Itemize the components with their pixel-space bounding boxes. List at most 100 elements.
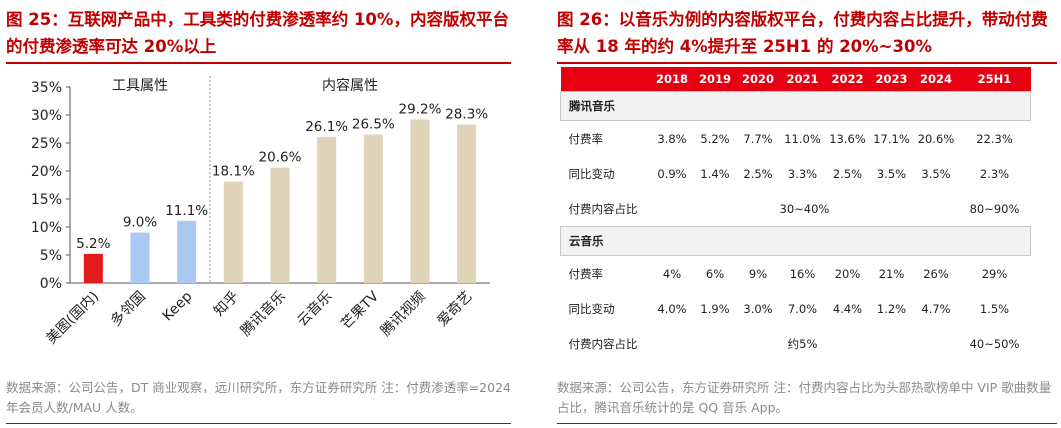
left-figure-title: 图 25：互联网产品中，工具类的付费渗透率约 10%，内容版权平台的付费渗透率可… bbox=[6, 10, 509, 56]
table-cell bbox=[737, 191, 780, 227]
table-header-row: 2018 2019 2020 2021 2022 2023 2024 25H1 bbox=[560, 67, 1031, 92]
table-cell: 29% bbox=[981, 266, 1008, 281]
right-figure-source: 数据来源：公司公告，东方证券研究所 注：付费内容占比为头部热歌榜单中 VIP 歌… bbox=[557, 380, 1052, 415]
column-header: 2021 bbox=[779, 67, 826, 92]
row-label: 付费内容占比 bbox=[568, 336, 638, 351]
table-cell: 4% bbox=[662, 266, 682, 281]
table-cell bbox=[914, 191, 959, 227]
table-cell: 11.0% bbox=[784, 131, 821, 146]
table-cell bbox=[694, 191, 737, 227]
table-cell: 9% bbox=[748, 266, 768, 281]
table-cell: 7.0% bbox=[787, 301, 818, 316]
table-cell: 1.4% bbox=[700, 166, 730, 181]
y-tick-label: 0% bbox=[40, 276, 62, 292]
table-row: 付费内容占比 约5% 40~50% bbox=[561, 326, 1031, 361]
y-tick-label: 5% bbox=[40, 248, 62, 264]
music-payment-table: 2018 2019 2020 2021 2022 2023 2024 25H1 腾讯音乐付费率… bbox=[560, 67, 1031, 361]
table-cell: 80~90% bbox=[969, 201, 1020, 216]
row-label: 付费内容占比 bbox=[568, 201, 638, 216]
data-label: 28.3% bbox=[445, 107, 488, 123]
table-cell: 约5% bbox=[787, 336, 818, 351]
y-tick-label: 15% bbox=[31, 192, 62, 208]
table-cell: 16% bbox=[789, 266, 816, 281]
table-cell: 5.2% bbox=[700, 131, 730, 146]
x-tick-label: 腾讯视频 bbox=[377, 288, 429, 340]
table-cell: 3.3% bbox=[787, 166, 818, 181]
table-cell: 7.7% bbox=[743, 131, 773, 146]
table-cell bbox=[826, 326, 870, 361]
column-header: 2019 bbox=[693, 67, 737, 92]
row-label: 同比变动 bbox=[568, 166, 615, 181]
table-cell: 4.7% bbox=[921, 301, 951, 316]
table-cell bbox=[694, 326, 737, 361]
y-tick-label: 30% bbox=[31, 108, 62, 124]
table-cell: 4.4% bbox=[832, 301, 863, 316]
bar bbox=[457, 124, 477, 283]
table-cell bbox=[737, 326, 780, 361]
table-cell bbox=[651, 326, 694, 361]
right-figure-panel: 图 26：以音乐为例的内容版权平台，付费内容占比提升，带动付费率从 18 年的约… bbox=[547, 0, 1061, 428]
left-bottom-rule bbox=[6, 423, 511, 424]
table-row: 付费率 3.8% 5.2% 7.7% 11.0% 13.6% 17.1% 20.6% 22.3% bbox=[561, 121, 1031, 157]
data-label: 26.5% bbox=[352, 117, 395, 133]
column-header: 25H1 bbox=[958, 67, 1031, 92]
data-label: 11.1% bbox=[165, 203, 208, 219]
x-tick-label: 多邻国 bbox=[107, 288, 149, 330]
x-tick-label: 云音乐 bbox=[294, 288, 336, 330]
x-tick-label: 美图(国内) bbox=[44, 289, 103, 348]
table-cell: 20.6% bbox=[917, 131, 955, 146]
table-cell: 3.5% bbox=[876, 166, 907, 181]
bar bbox=[363, 134, 383, 283]
table-cell: 21% bbox=[878, 266, 905, 281]
group-label-content: 内容属性 bbox=[322, 77, 378, 94]
table-cell bbox=[870, 326, 914, 361]
table-row: 付费率 4% 6% 9% 16% 20% 21% 26% 29% bbox=[561, 256, 1031, 292]
right-bottom-rule bbox=[557, 423, 1057, 424]
data-label: 5.2% bbox=[76, 236, 110, 252]
table-cell: 30~40% bbox=[779, 201, 830, 216]
column-header: 2018 bbox=[650, 67, 694, 92]
x-tick-label: Keep bbox=[160, 288, 196, 324]
data-label: 9.0% bbox=[123, 215, 157, 231]
table-cell: 2.5% bbox=[743, 166, 773, 181]
y-tick-label: 20% bbox=[31, 164, 62, 180]
bar bbox=[130, 232, 150, 283]
column-header: 2022 bbox=[825, 67, 870, 92]
section-label: 云音乐 bbox=[560, 226, 1031, 256]
data-label: 20.6% bbox=[259, 150, 302, 166]
column-header: 2024 bbox=[913, 67, 959, 92]
left-title-rule bbox=[6, 62, 511, 64]
table-cell: 2.5% bbox=[832, 166, 863, 181]
bar bbox=[177, 220, 197, 283]
section-row: 腾讯音乐 bbox=[560, 91, 1031, 121]
row-label: 付费率 bbox=[568, 266, 604, 281]
table-cell bbox=[914, 326, 959, 361]
table-cell: 4.0% bbox=[657, 301, 687, 316]
table-row: 同比变动 4.0% 1.9% 3.0% 7.0% 4.4% 1.2% 4.7% 1.5% bbox=[561, 291, 1031, 326]
table-row: 同比变动 0.9% 1.4% 2.5% 3.3% 2.5% 3.5% 3.5% 2.3% bbox=[561, 156, 1031, 191]
left-figure-source: 数据来源：公司公告，DT 商业观察，远川研究所，东方证券研究所 注：付费渗透率=… bbox=[6, 380, 511, 415]
table-cell: 17.1% bbox=[873, 131, 910, 146]
table-cell: 3.5% bbox=[921, 166, 951, 181]
column-header: 2023 bbox=[869, 67, 914, 92]
x-tick-label: 腾讯音乐 bbox=[237, 288, 289, 340]
table-cell bbox=[826, 191, 870, 227]
y-tick-label: 10% bbox=[31, 220, 62, 236]
x-tick-label: 芒果TV bbox=[338, 288, 382, 332]
table-cell: 22.3% bbox=[976, 131, 1013, 146]
bar-chart: 0% 5% 10% 15% 20% 25% 30% 35% 工具属性 内容属性 5.2% 美图(国内)… bbox=[31, 76, 490, 348]
right-figure-title: 图 26：以音乐为例的内容版权平台，付费内容占比提升，带动付费率从 18 年的约… bbox=[557, 10, 1048, 56]
y-tick-label: 35% bbox=[31, 80, 62, 96]
table-row: 付费内容占比 30~40% 80~90% bbox=[561, 191, 1031, 227]
bar bbox=[317, 136, 337, 283]
y-tick-label: 25% bbox=[31, 136, 62, 152]
table-cell bbox=[651, 191, 694, 227]
right-title-rule bbox=[557, 62, 1057, 64]
bar bbox=[270, 167, 290, 283]
data-label: 26.1% bbox=[305, 119, 348, 135]
table-cell: 26% bbox=[923, 266, 949, 281]
table-cell: 0.9% bbox=[657, 166, 687, 181]
table-cell bbox=[870, 191, 914, 227]
table-cell: 20% bbox=[834, 266, 861, 281]
section-row: 云音乐 bbox=[560, 226, 1031, 256]
